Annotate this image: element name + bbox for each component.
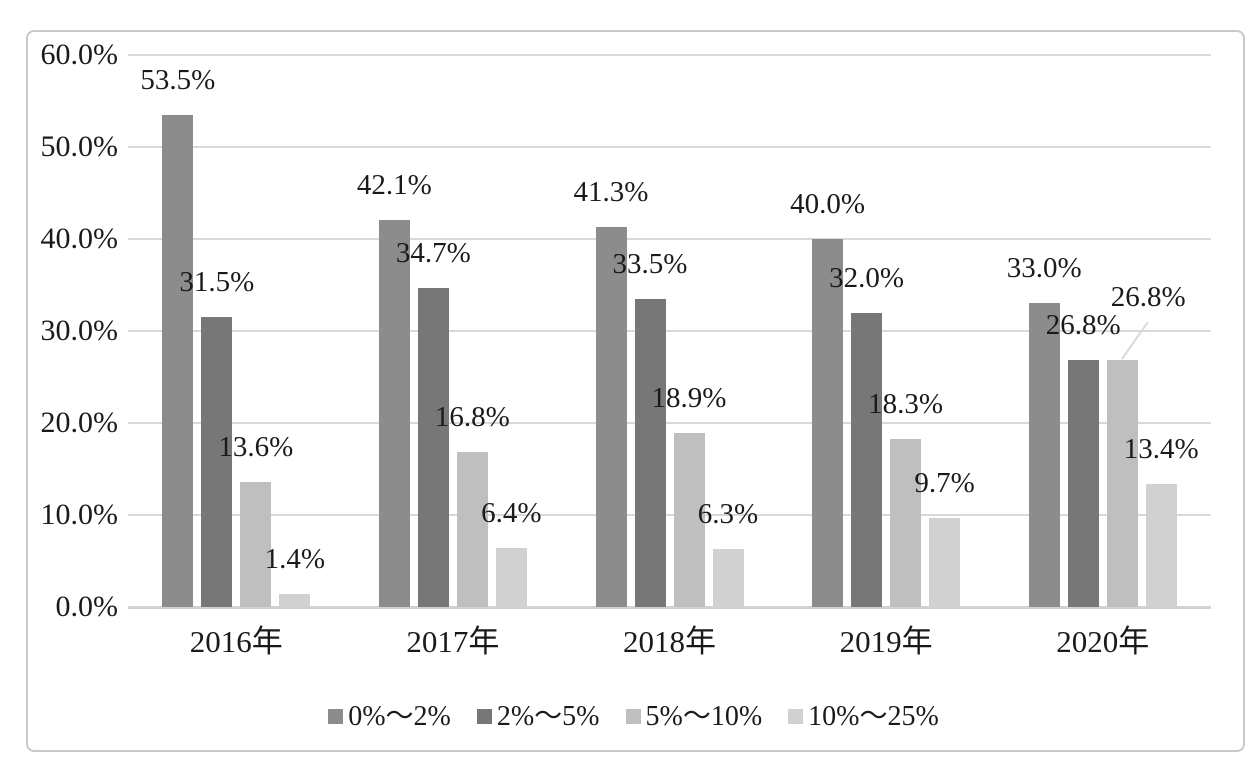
legend: 0%～2% 2%～5% 5%～10% 10%～25% [26,700,1241,733]
bar-value-label: 13.4% [1123,432,1199,465]
bar [673,433,705,607]
bar [890,438,922,607]
bar [495,548,527,607]
bar [634,298,666,607]
bar [1028,303,1060,607]
x-axis-category-label: 2018年 [623,624,716,659]
legend-label: 10%～25% [808,701,939,732]
legend-swatch-icon [788,709,804,724]
bar [201,317,233,607]
bar [1145,483,1177,607]
x-axis-category-label: 2017年 [406,624,500,659]
bar [162,114,194,607]
legend-item: 10%～25% [788,700,939,733]
bar [417,287,449,607]
y-axis-tick-label: 30.0% [40,314,119,347]
bar-value-label: 31.5% [179,266,255,299]
x-axis-category-label: 2016年 [189,624,283,659]
bar [240,481,272,607]
bar-value-label: 26.8% [1110,281,1186,314]
bar [812,239,844,607]
gridline [128,238,1211,240]
bar-value-label: 18.9% [651,382,727,415]
bar [712,549,744,607]
bar [595,227,627,607]
legend-item: 5%～10% [625,700,763,733]
bar [851,312,883,607]
bar-value-label: 33.0% [1006,252,1082,285]
bar [378,219,410,607]
gridline [128,146,1211,148]
legend-swatch-icon [625,709,641,724]
gridline [128,422,1211,424]
bar [456,452,488,607]
bar [929,517,961,607]
x-axis-line [128,606,1211,609]
bar-value-label: 34.7% [395,236,471,269]
bar [279,594,311,607]
y-axis-tick-label: 50.0% [40,130,119,163]
legend-label: 2%～5% [496,701,600,732]
bar-value-label: 41.3% [573,176,649,209]
x-axis-category-label: 2020年 [1056,624,1150,659]
y-axis-tick-label: 40.0% [40,222,119,255]
bar-value-label: 9.7% [914,466,975,499]
bar-value-label: 32.0% [829,261,905,294]
bar-value-label: 6.4% [481,497,542,530]
legend-item: 2%～5% [476,700,600,733]
legend-label: 0%～2% [348,701,451,732]
x-axis-category-label: 2019年 [839,624,933,659]
bar-value-label: 18.3% [868,387,944,420]
gridline [128,330,1211,332]
bar-value-label: 53.5% [140,63,216,96]
gridline [128,54,1211,56]
legend-item: 0%～2% [328,700,451,733]
bar [1106,360,1138,607]
bar-value-label: 42.1% [356,168,432,201]
bar-value-label: 1.4% [264,543,326,576]
legend-label: 5%～10% [645,701,763,732]
y-axis-tick-label: 20.0% [40,406,119,439]
bar-value-label: 16.8% [434,401,510,434]
bar-value-label: 33.5% [612,247,688,280]
y-axis-tick-label: 10.0% [40,498,119,531]
bar [1067,360,1099,607]
y-axis-tick-label: 0.0% [55,590,119,623]
legend-swatch-icon [476,709,492,724]
bar-value-label: 6.3% [697,498,759,531]
gridline [128,514,1211,516]
bar-value-label: 40.0% [790,188,866,220]
bar-value-label: 13.6% [218,430,294,463]
bar-value-label: 26.8% [1045,309,1121,342]
y-axis-tick-label: 60.0% [40,38,119,71]
legend-swatch-icon [328,709,344,724]
